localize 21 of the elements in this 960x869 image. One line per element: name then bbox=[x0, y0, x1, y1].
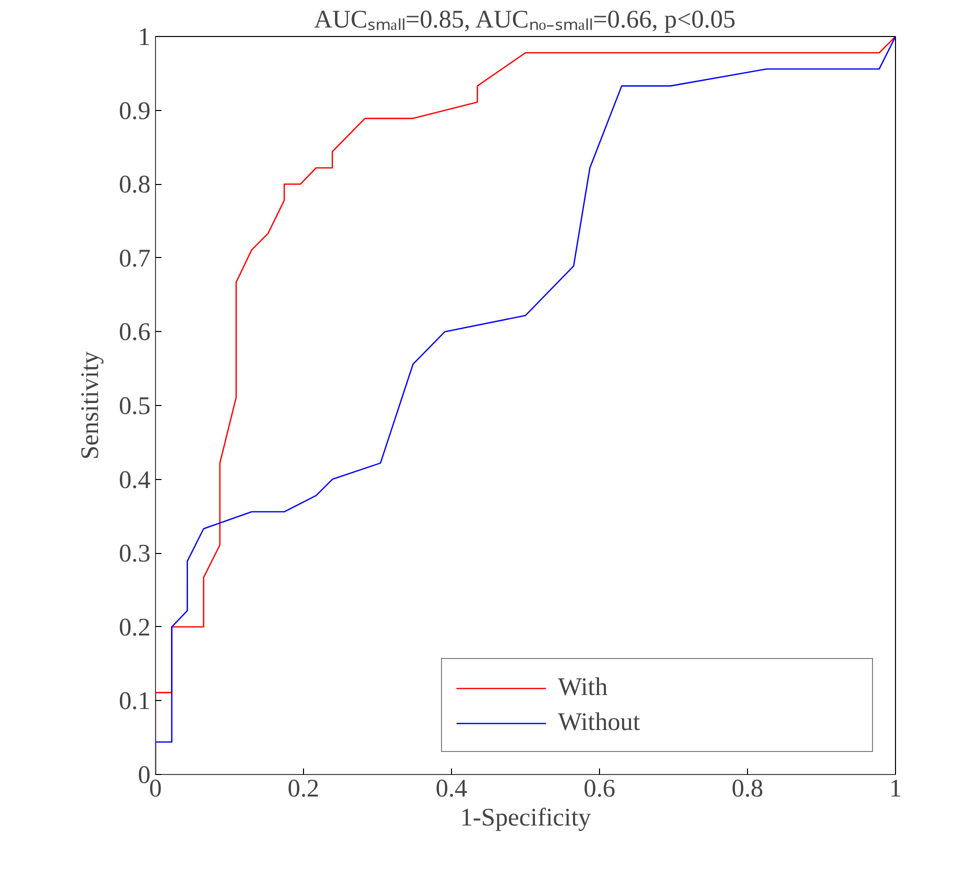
y-tick-label: 0.2 bbox=[118, 613, 151, 642]
y-tick-label: 0.3 bbox=[118, 540, 151, 568]
y-tick-label: 0.4 bbox=[118, 466, 151, 494]
y-tick-label: 0.5 bbox=[118, 392, 151, 420]
legend-label: Without bbox=[558, 708, 641, 737]
x-tick-label: 0.6 bbox=[584, 774, 616, 802]
line-series bbox=[156, 36, 896, 774]
x-tick-label: 0.2 bbox=[288, 774, 320, 802]
x-tick-label: 0.4 bbox=[436, 774, 468, 802]
y-tick-label: 0.8 bbox=[118, 170, 151, 199]
x-tick-label: 1 bbox=[889, 774, 902, 802]
x-tick-label: 0.8 bbox=[732, 774, 764, 802]
y-tick-label: 0.6 bbox=[118, 318, 151, 346]
legend-label: With bbox=[558, 673, 609, 702]
x-axis-title: 1-Specificity bbox=[460, 804, 592, 832]
y-tick-label: 0.7 bbox=[118, 244, 151, 272]
y-axis-title: Sensitivity bbox=[76, 350, 104, 460]
y-tick-label: 0.1 bbox=[118, 687, 151, 716]
y-tick-label: 0.9 bbox=[118, 96, 151, 125]
y-tick-label: 1 bbox=[138, 23, 151, 51]
chart-title: AUCₛₘₐₗₗ=0.85, AUCₙₒ₋ₛₘₐₗₗ=0.66, p<0.05 bbox=[314, 6, 736, 34]
